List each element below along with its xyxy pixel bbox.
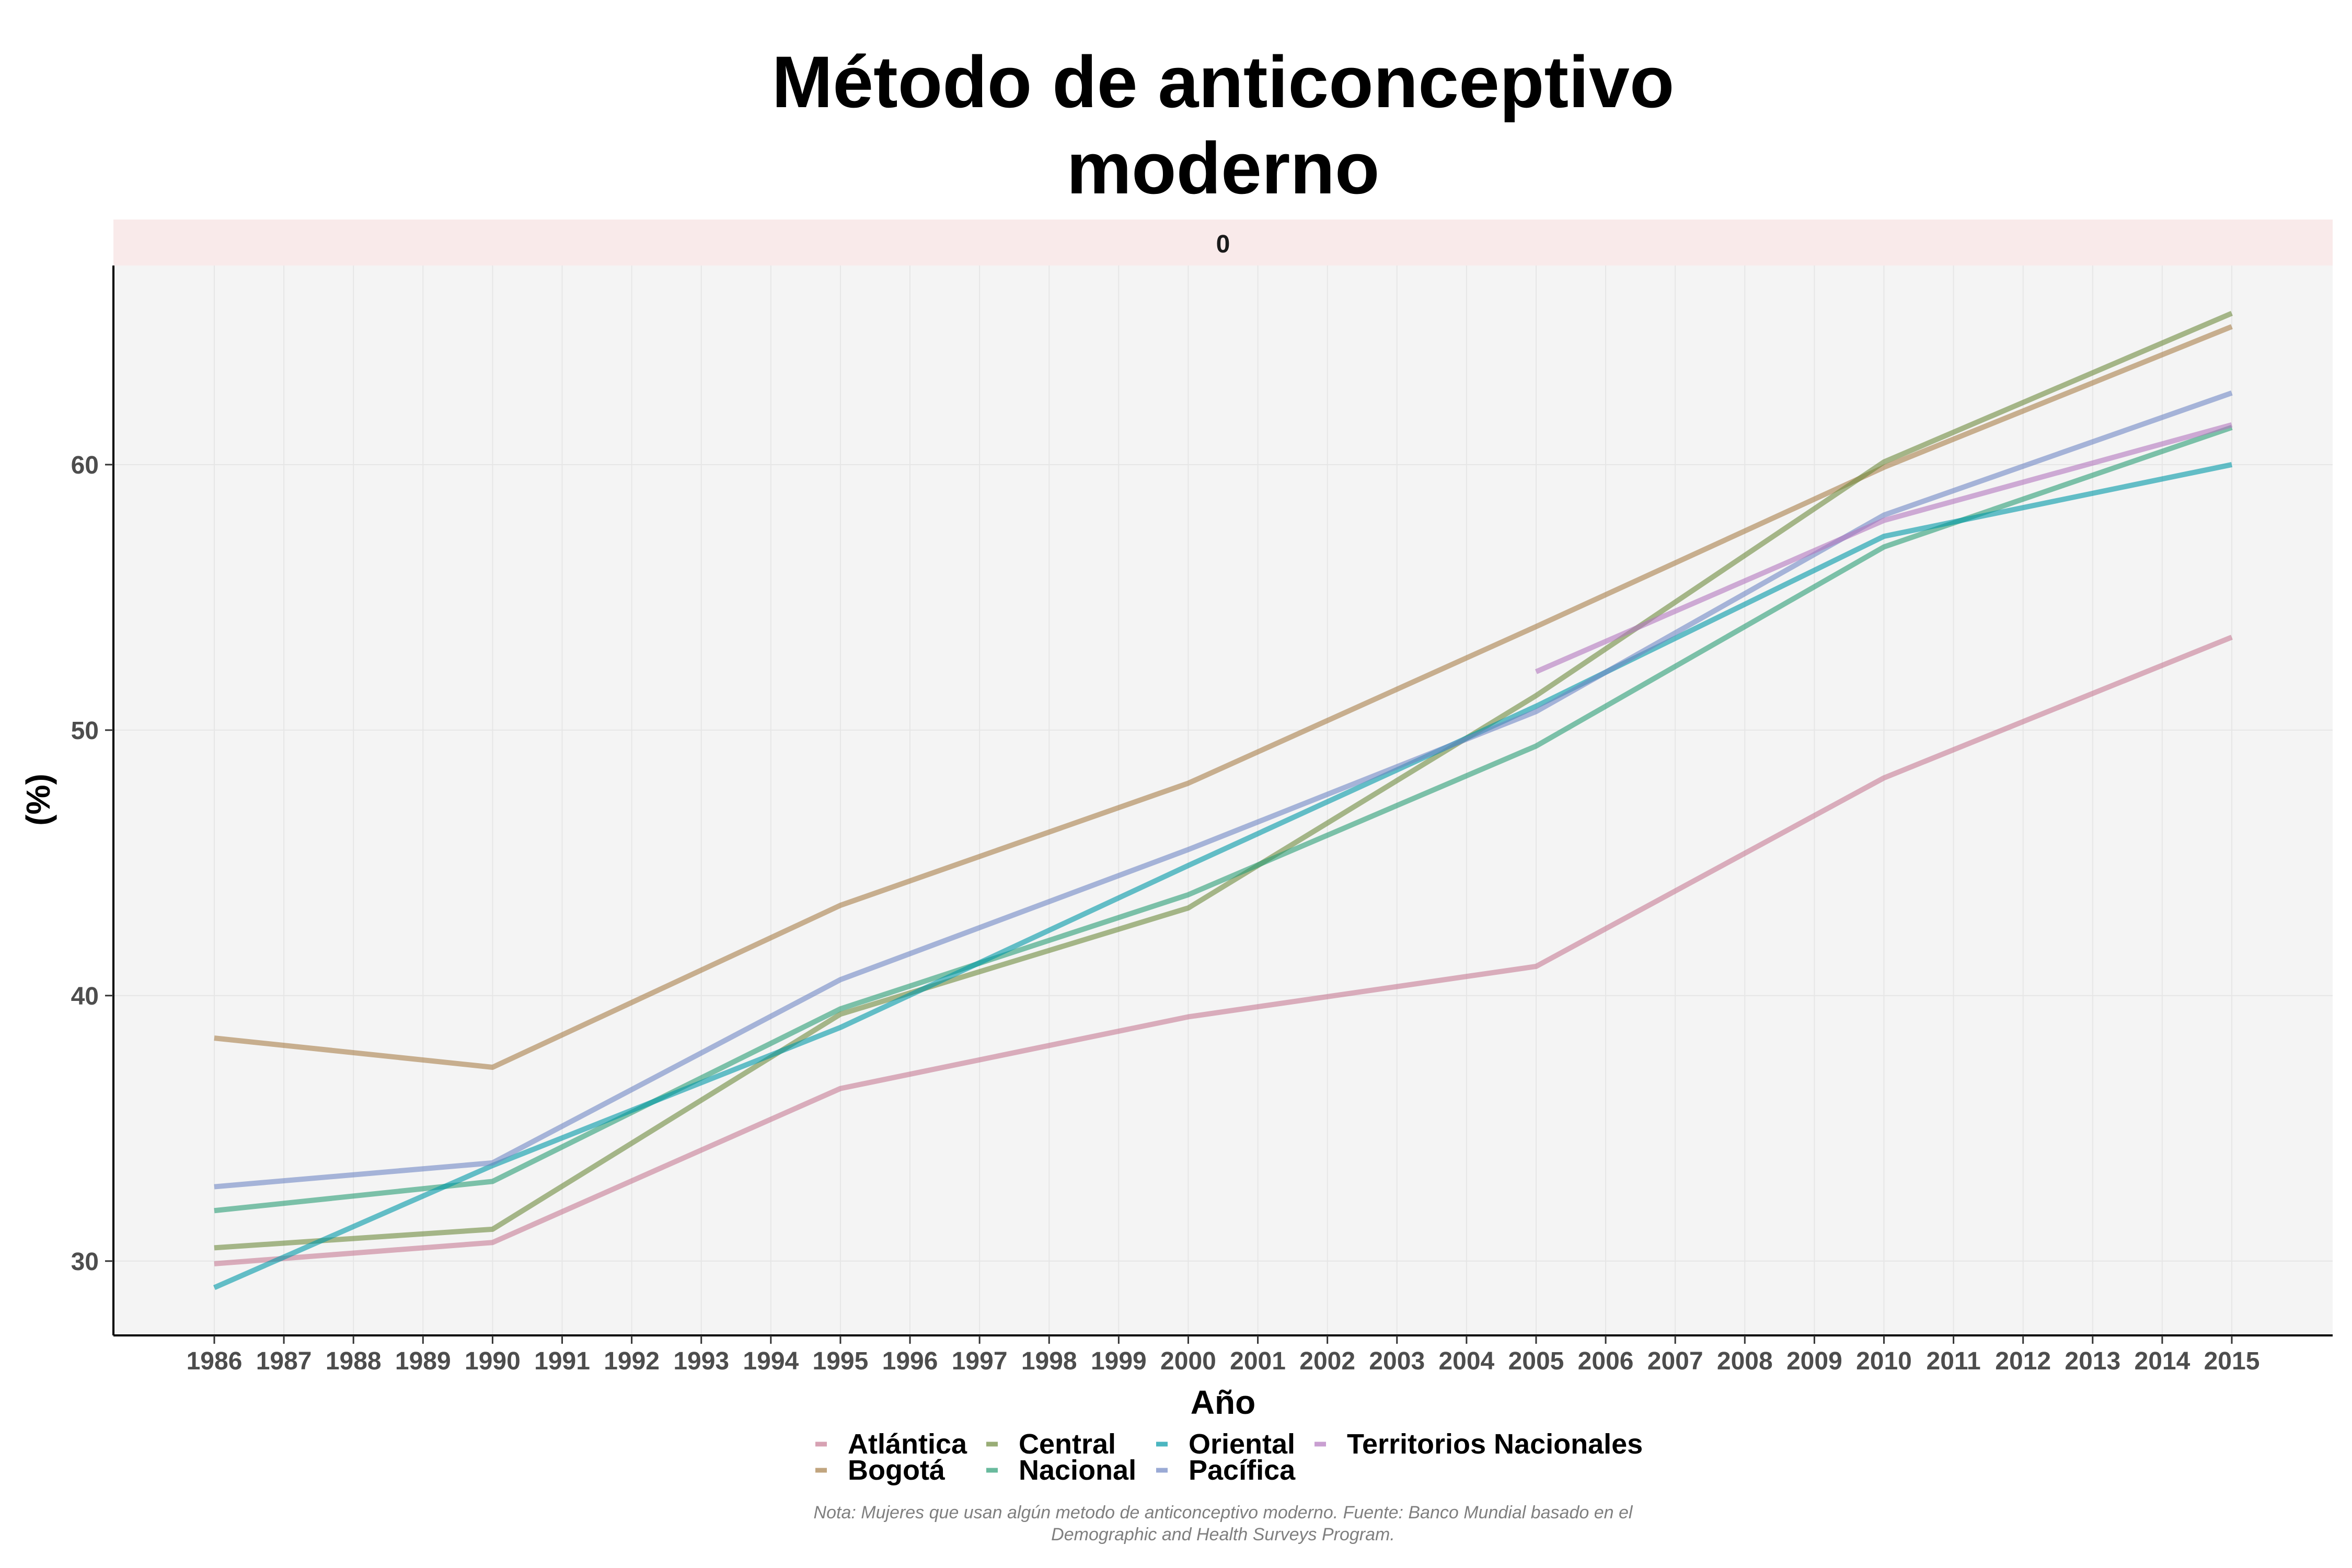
y-tick-label: 50 [71,717,99,745]
facet-strip [113,220,2333,266]
chart-title-line-2: moderno [1067,127,1380,209]
x-axis-ticks: 1986 1987 1988 1989 1990 1991 1992 1993 1994 1995… [187,1335,2260,1375]
x-tick-label: 1996 [882,1347,938,1375]
series-line-pacifica [214,390,2233,1190]
x-tick-label: 1986 [187,1347,243,1375]
y-axis-title: (%) [19,774,57,826]
x-tick-label: 2006 [1578,1347,1634,1375]
x-tick-label: 2013 [2065,1347,2120,1375]
series-line-central [214,310,2233,1251]
x-tick-label: 1990 [465,1347,521,1375]
legend-label-nacional: Nacional [1019,1455,1136,1486]
series-line-bogota [214,324,2233,1070]
footnote-line-1: Nota: Mujeres que usan algún metodo de a… [814,1503,1633,1523]
x-tick-label: 1991 [534,1347,590,1375]
x-tick-label: 2005 [1508,1347,1564,1375]
x-tick-label: 2010 [1856,1347,1912,1375]
legend-label-oriental: Oriental [1189,1428,1295,1460]
series-line-nacional [214,425,2233,1214]
y-tick-label: 30 [71,1248,99,1276]
x-tick-label: 2001 [1230,1347,1286,1375]
y-axis-ticks: 30 40 50 60 [71,452,113,1276]
legend-label-atlantica: Atlántica [848,1428,967,1460]
series-line-territorios-nacionales [1535,422,2233,674]
legend: Atlántica Central Oriental Territorios Naci… [815,1428,1643,1486]
y-tick-label: 60 [71,452,99,479]
legend-label-territorios-nacionales: Territorios Nacionales [1347,1428,1643,1460]
x-tick-label: 2011 [1927,1347,1981,1375]
x-tick-label: 1988 [326,1347,382,1375]
legend-label-pacifica: Pacífica [1189,1455,1296,1486]
legend-label-central: Central [1019,1428,1116,1460]
x-tick-label: 1992 [604,1347,660,1375]
series-lines [213,310,2233,1290]
legend-label-bogota: Bogotá [848,1455,946,1486]
x-tick-label: 2015 [2204,1347,2260,1375]
x-tick-label: 2012 [1995,1347,2051,1375]
x-tick-label: 2009 [1786,1347,1842,1375]
x-tick-label: 2008 [1717,1347,1773,1375]
x-tick-label: 2007 [1647,1347,1703,1375]
x-tick-label: 1989 [395,1347,451,1375]
x-tick-label: 1994 [743,1347,799,1375]
x-tick-label: 2003 [1369,1347,1425,1375]
grid-lines [113,266,2333,1335]
plot-panel [113,266,2333,1335]
x-tick-label: 1987 [256,1347,312,1375]
x-axis-title: Año [1191,1383,1255,1421]
x-tick-label: 2004 [1438,1347,1494,1375]
y-tick-label: 40 [71,983,99,1010]
x-tick-label: 2002 [1299,1347,1355,1375]
x-tick-label: 1993 [673,1347,729,1375]
x-tick-label: 2014 [2135,1347,2190,1375]
series-line-atlantica [214,635,2233,1266]
x-tick-label: 2000 [1160,1347,1216,1375]
x-tick-label: 1997 [952,1347,1008,1375]
x-tick-label: 1998 [1021,1347,1077,1375]
facet-strip-label: 0 [1216,230,1230,258]
series-line-oriental [213,462,2233,1290]
x-tick-label: 1995 [813,1347,869,1375]
chart-title-line-1: Método de anticonceptivo [772,41,1675,123]
footnote-line-2: Demographic and Health Surveys Program. [1051,1525,1395,1544]
x-tick-label: 1999 [1091,1347,1147,1375]
